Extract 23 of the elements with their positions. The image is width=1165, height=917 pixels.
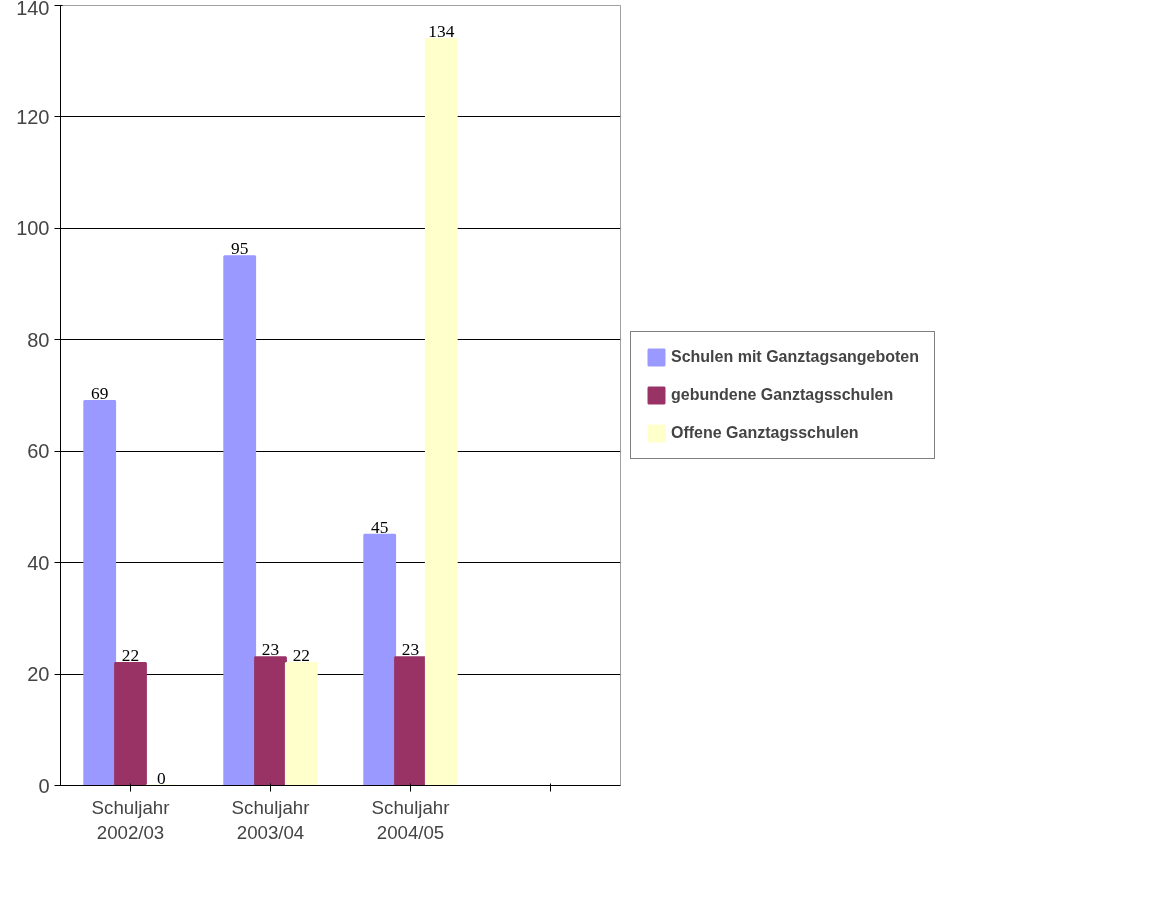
x-tick-label: Schuljahr 2004/05 <box>371 796 450 843</box>
x-tick-label: Schuljahr 2002/03 <box>91 796 170 843</box>
y-tick-label: 40 <box>27 551 50 574</box>
y-tick-label: 140 <box>16 0 50 19</box>
y-tick-label: 0 <box>38 774 50 797</box>
data-label: 23 <box>401 640 420 660</box>
data-label: 134 <box>428 21 455 41</box>
legend-label: Offene Ganztagsschulen <box>671 424 859 442</box>
data-label: 0 <box>156 768 166 788</box>
x-tick-label: Schuljahr 2003/04 <box>231 796 310 843</box>
y-tick-label: 80 <box>27 328 50 351</box>
legend-label: gebundene Ganztagsschulen <box>671 386 894 404</box>
data-label: 23 <box>261 640 280 660</box>
y-tick-label: 100 <box>16 217 50 240</box>
data-label: 22 <box>292 645 310 665</box>
y-tick-label: 120 <box>16 105 50 128</box>
data-label: 22 <box>121 645 140 665</box>
data-label: 95 <box>231 239 249 259</box>
data-label: 69 <box>91 384 109 404</box>
data-label: 45 <box>371 517 389 537</box>
y-tick-label: 60 <box>27 440 50 463</box>
y-tick-label: 20 <box>27 663 50 686</box>
legend-label: Schulen mit Ganztagsangeboten <box>671 348 920 366</box>
